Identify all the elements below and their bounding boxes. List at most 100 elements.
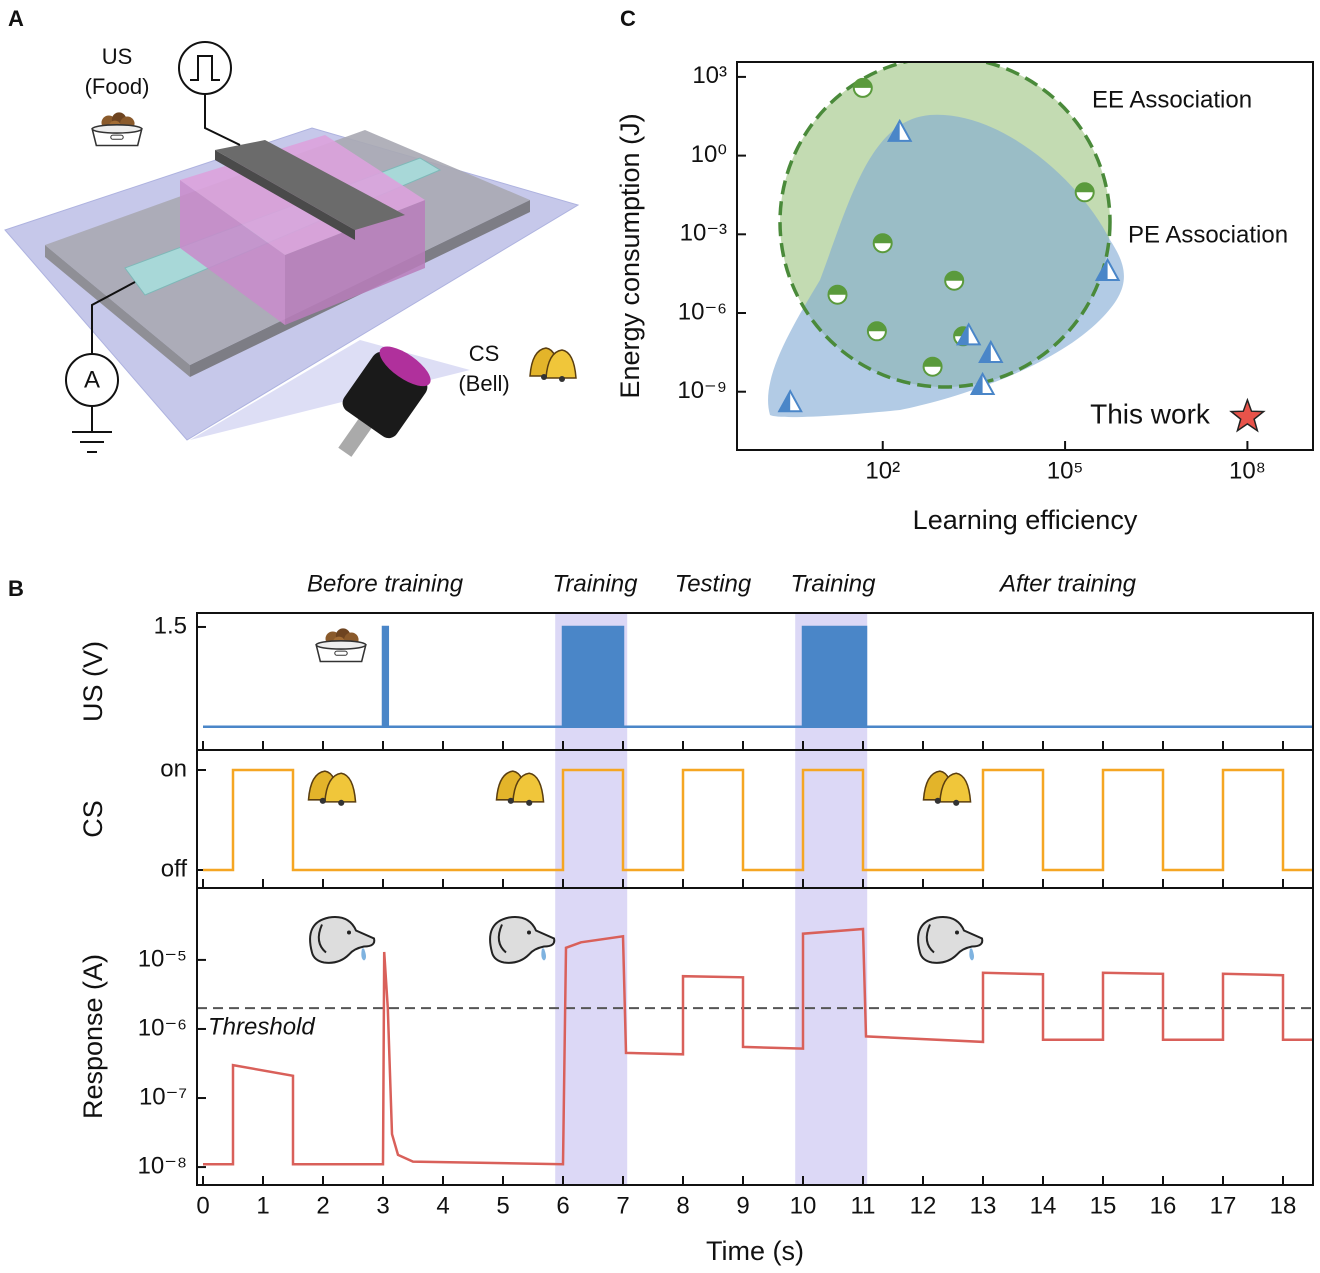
- regions: [768, 62, 1124, 418]
- marker-half: [888, 120, 900, 141]
- dog-icon: [489, 916, 556, 964]
- dog-icon: [917, 916, 984, 964]
- x-tick-label: 4: [436, 1192, 449, 1219]
- lamp-light: [379, 346, 431, 387]
- panel-label: C: [620, 6, 636, 31]
- data-point: [1074, 182, 1095, 203]
- y-tick-label: 10⁻⁶: [678, 298, 727, 325]
- x-tick-label: 8: [676, 1192, 689, 1219]
- x-tick-label: 15: [1090, 1192, 1117, 1219]
- x-tick-label: 10²: [865, 457, 900, 484]
- x-tick-label: 6: [556, 1192, 569, 1219]
- x-tick-label: 12: [910, 1192, 937, 1219]
- phase-label: Before training: [307, 570, 464, 597]
- data-point: [1094, 257, 1121, 281]
- marker-half: [979, 342, 991, 362]
- channel-side: [285, 200, 425, 325]
- y-tick-label: 10⁻⁸: [138, 1152, 188, 1179]
- food-icon: [91, 111, 143, 147]
- y-tick-label: 1.5: [154, 612, 187, 639]
- pulse-icon: [190, 55, 220, 81]
- phase-label: Training: [553, 570, 639, 597]
- x-tick-label: 9: [736, 1192, 749, 1219]
- top-electrode-side: [215, 150, 355, 240]
- series-label: This work: [1090, 398, 1211, 429]
- x-tick-label: 14: [1030, 1192, 1057, 1219]
- panel-label: A: [8, 6, 24, 31]
- x-tick-label: 10⁵: [1047, 457, 1084, 484]
- x-tick-label: 5: [496, 1192, 509, 1219]
- pulse-source: [178, 41, 232, 95]
- marker-half: [971, 374, 983, 394]
- ammeter-label: A: [84, 366, 100, 393]
- data-point: [922, 356, 943, 377]
- phase-label: Testing: [675, 570, 752, 597]
- x-tick-label: 3: [376, 1192, 389, 1219]
- x-tick-label: 11: [851, 1192, 876, 1219]
- us-sublabel: (Food): [85, 74, 150, 99]
- series-label: PE Association: [1128, 221, 1288, 248]
- threshold-label: Threshold: [208, 1014, 315, 1041]
- y-tick-label: 10⁻⁹: [677, 377, 727, 404]
- lamp-handle: [338, 414, 375, 457]
- y-tick-label: off: [161, 855, 188, 882]
- plot-frame: [736, 61, 1314, 451]
- light-source: [338, 346, 431, 457]
- marker-body: [1229, 397, 1266, 433]
- data-point: [969, 371, 996, 395]
- y-tick-label: 10⁻³: [680, 220, 727, 247]
- marker-half: [828, 285, 847, 295]
- data-point: [866, 321, 887, 342]
- data-point: [872, 233, 893, 254]
- x-tick-label: 0: [196, 1192, 209, 1219]
- data-point: [1229, 397, 1266, 433]
- y-axis-label: CS: [78, 800, 108, 838]
- y-tick-label: 10⁰: [691, 141, 727, 168]
- slab-side: [45, 245, 190, 377]
- marker-half: [945, 271, 964, 281]
- y-tick-label: 10⁻⁶: [138, 1014, 187, 1041]
- data-point: [777, 389, 803, 413]
- x-tick-label: 7: [616, 1192, 629, 1219]
- wire: [204, 94, 241, 146]
- data-point: [827, 284, 848, 305]
- bell-icon: [307, 770, 357, 807]
- y-tick-label: 10³: [692, 62, 727, 89]
- x-tick-label: 18: [1270, 1192, 1297, 1219]
- device-diagram: A US (Food) CS (Bell): [4, 41, 580, 457]
- line: [203, 927, 1313, 1166]
- x-axis-label: Learning efficiency: [913, 505, 1138, 535]
- data-point: [956, 322, 982, 346]
- bell-icon: [495, 770, 545, 807]
- marker-half: [867, 322, 886, 332]
- plot-frame: [196, 887, 1314, 1186]
- cs-label: CS: [469, 341, 500, 366]
- bell-icon: [529, 347, 577, 383]
- phase-label: After training: [998, 570, 1137, 597]
- x-axis-label: Time (s): [706, 1236, 804, 1266]
- plot-frame: [196, 612, 1314, 751]
- y-tick-label: 10⁻⁵: [138, 945, 187, 972]
- ground: [72, 406, 112, 453]
- marker-half: [779, 391, 791, 412]
- line: [203, 768, 1313, 872]
- phase-label: Training: [791, 570, 877, 597]
- y-axis-label: Response (A): [78, 954, 108, 1119]
- top-electrode: [215, 140, 405, 230]
- panel-label: B: [8, 576, 24, 601]
- dog-icon: [309, 916, 376, 964]
- food-icon: [315, 627, 367, 663]
- marker-half: [1075, 183, 1094, 193]
- data-point: [978, 339, 1004, 363]
- marker-half: [923, 357, 942, 367]
- pe-region: [768, 114, 1124, 418]
- x-tick-label: 2: [316, 1192, 329, 1219]
- marker-half: [1096, 260, 1108, 280]
- area: [203, 625, 1313, 728]
- y-axis-label: Energy consumption (J): [615, 113, 645, 398]
- x-tick-label: 10: [790, 1192, 817, 1219]
- cs-sublabel: (Bell): [458, 371, 509, 396]
- x-tick-label: 16: [1150, 1192, 1177, 1219]
